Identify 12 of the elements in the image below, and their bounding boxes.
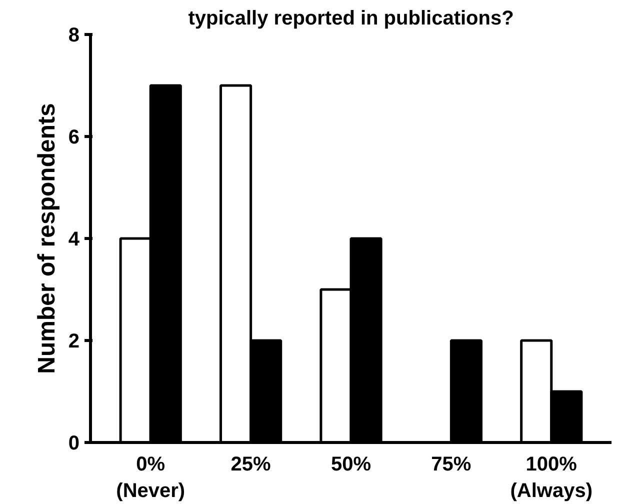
chart-title: typically reported in publications? <box>188 8 514 30</box>
y-axis-title: Number of respondents <box>33 103 60 374</box>
x-tick-label: 100% (Always) <box>510 454 593 502</box>
y-tick-label: 6 <box>68 126 80 148</box>
x-tick-label: 50% <box>330 454 372 476</box>
y-tick-label: 2 <box>68 330 80 352</box>
x-tick-label: 0% (Never) <box>116 454 186 502</box>
x-tick-label: 25% <box>230 454 272 476</box>
y-tick-label: 0 <box>68 432 80 454</box>
y-tick-label: 4 <box>68 228 80 250</box>
y-tick-label: 8 <box>68 24 80 46</box>
x-tick-label: 75% <box>431 454 472 476</box>
